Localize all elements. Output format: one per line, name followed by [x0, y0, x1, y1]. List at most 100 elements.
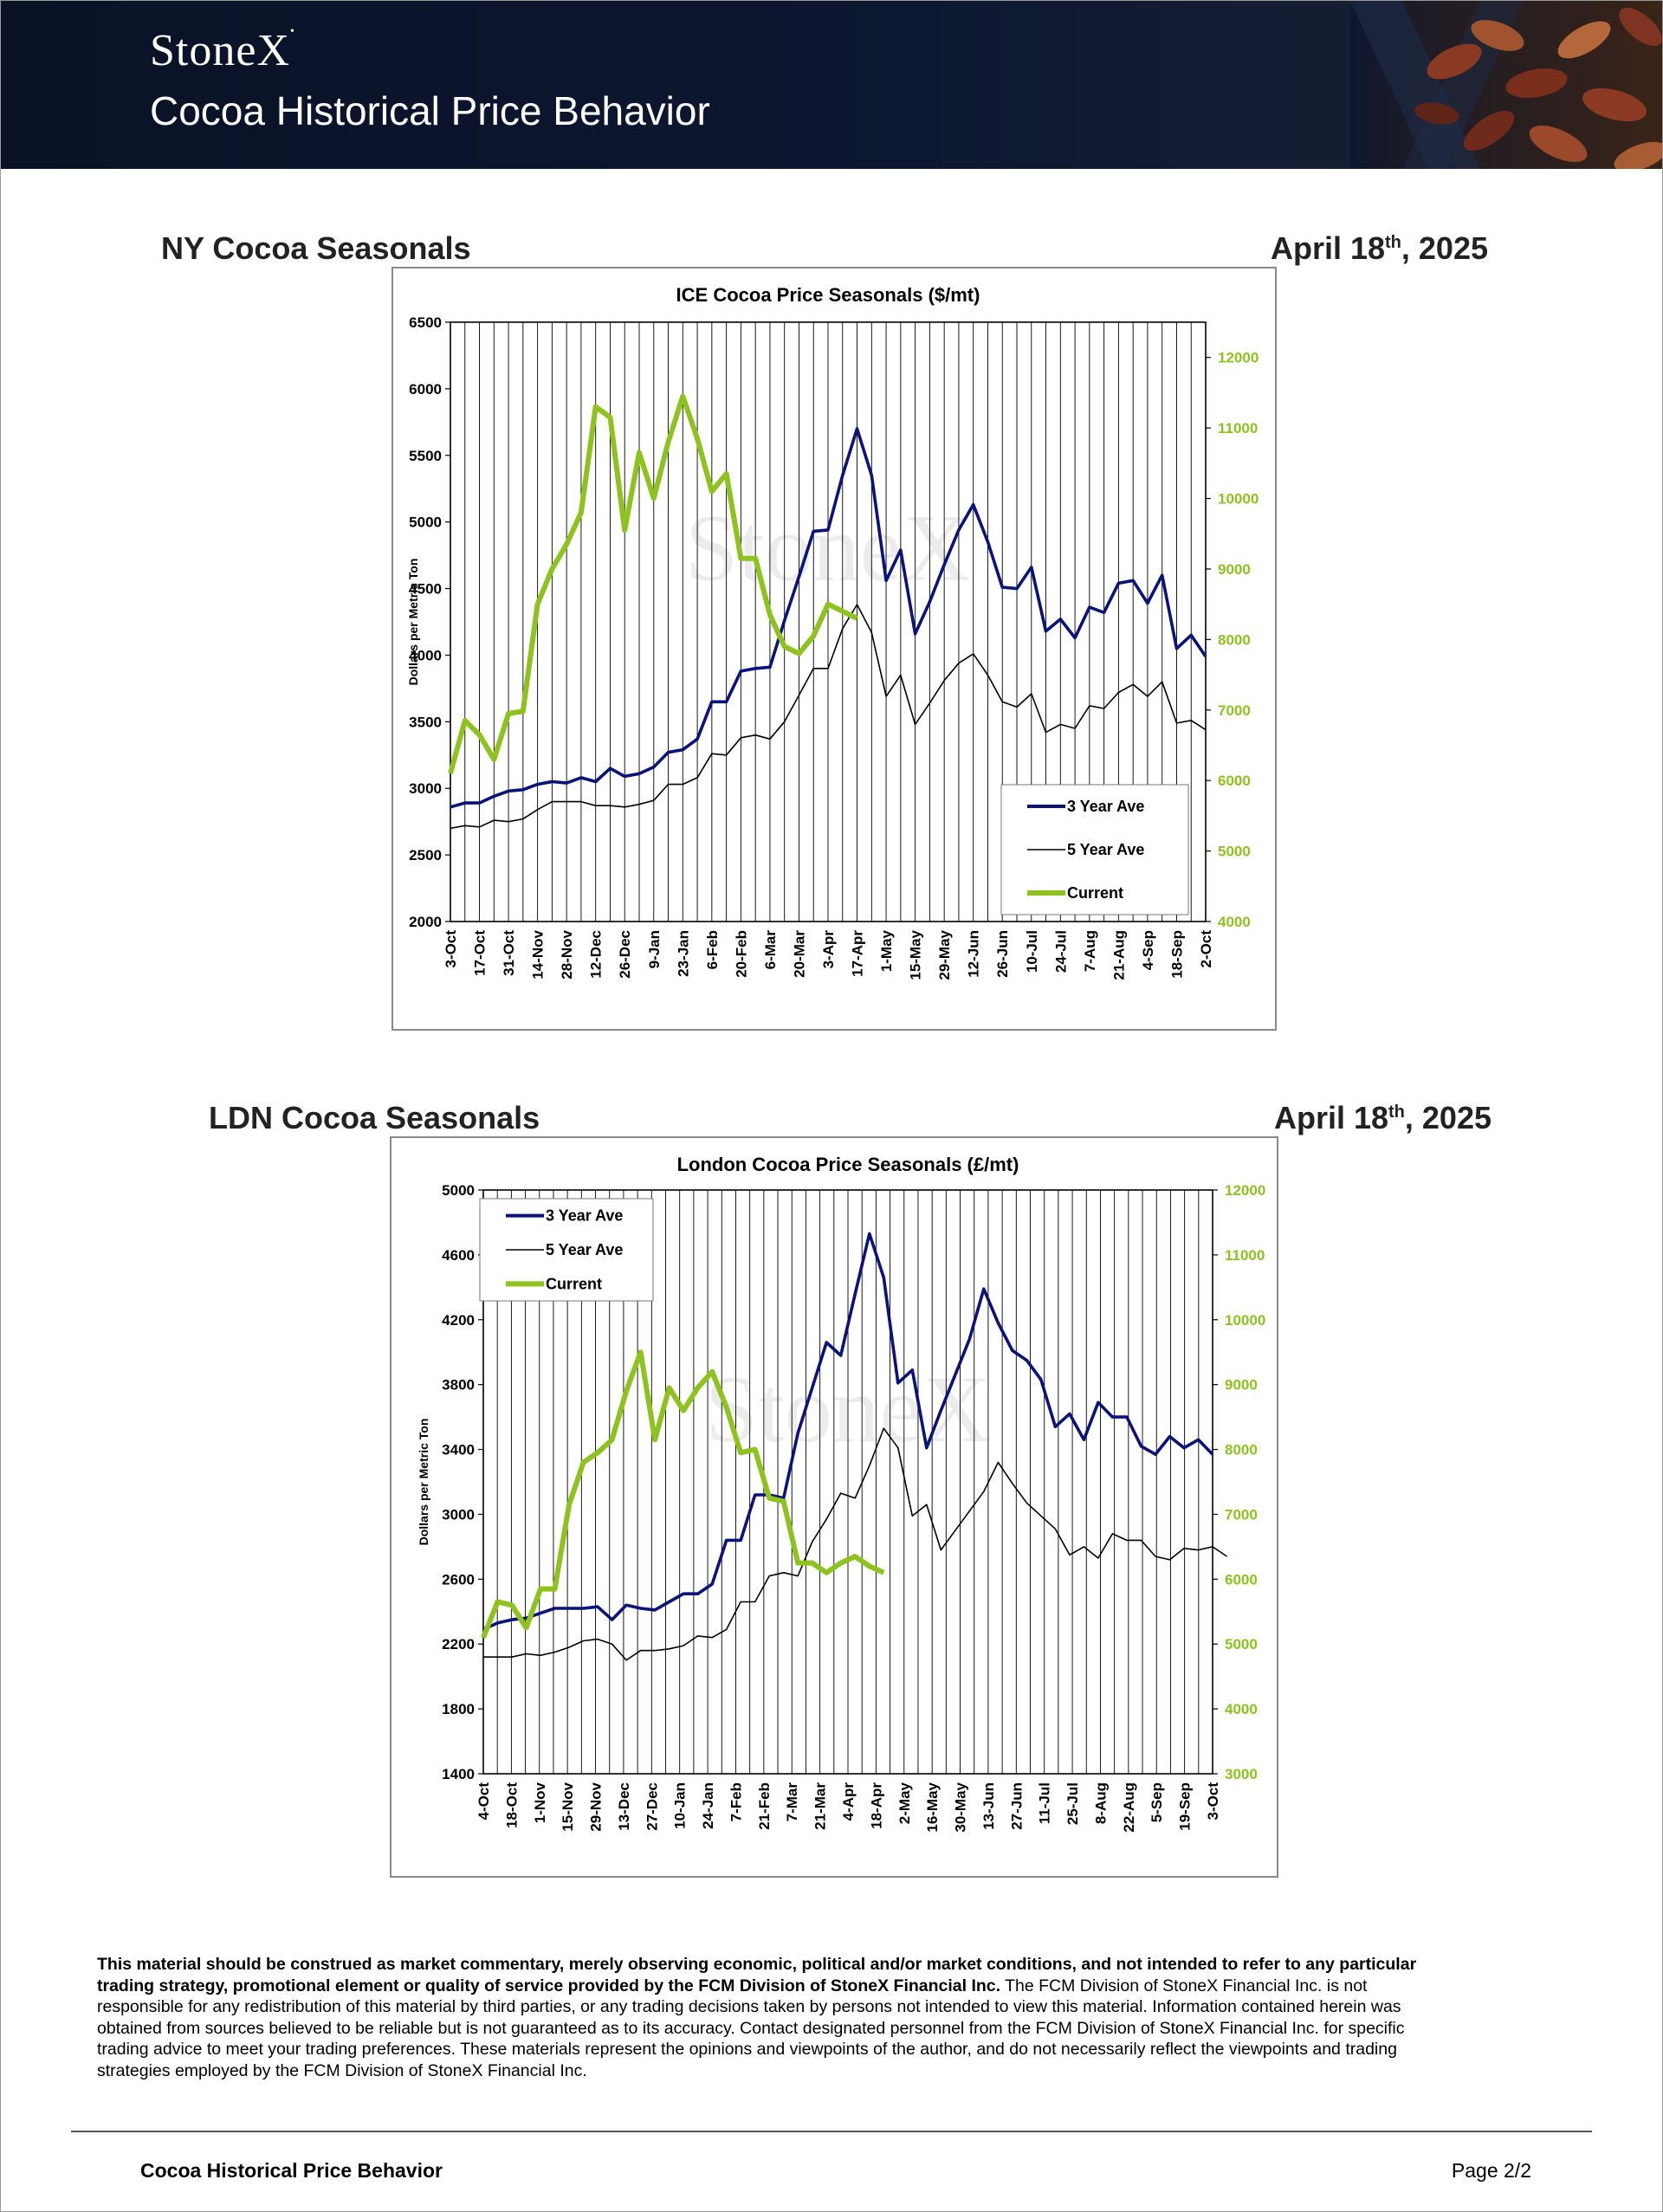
- y-tick-label: 3500: [409, 714, 442, 730]
- y-axis-label: Dollars per Metric Ton: [417, 1419, 430, 1546]
- ldn-date-sup: th: [1388, 1103, 1405, 1122]
- y-tick-label: 4500: [409, 581, 442, 598]
- y2-tick-label: 10000: [1218, 491, 1259, 508]
- document-title: Cocoa Historical Price Behavior: [150, 88, 710, 133]
- y-tick-label: 2000: [409, 914, 442, 930]
- x-tick-label: 3-Apr: [820, 930, 837, 969]
- x-tick-label: 29-Nov: [588, 1782, 605, 1831]
- x-tick-label: 7-Feb: [728, 1782, 744, 1821]
- x-tick-label: 12-Dec: [588, 930, 605, 979]
- y-tick-label: 4000: [409, 647, 442, 663]
- x-tick-label: 18-Apr: [868, 1782, 884, 1829]
- x-tick-label: 25-Jul: [1064, 1782, 1081, 1825]
- brand-logo: StoneX•: [150, 25, 295, 76]
- x-tick-label: 26-Jun: [994, 930, 1011, 978]
- plot-area: [482, 1189, 1213, 1775]
- x-tick-label: 4-Oct: [476, 1782, 492, 1821]
- x-tick-label: 3-Oct: [443, 930, 459, 968]
- disclaimer-text: This material should be construed as mar…: [97, 1954, 1431, 2081]
- legend-label: 3 Year Ave: [1067, 798, 1144, 815]
- x-tick-label: 13-Jun: [980, 1782, 997, 1830]
- y2-tick-label: 10000: [1225, 1312, 1265, 1329]
- x-tick-label: 16-May: [924, 1782, 941, 1832]
- legend-label: 5 Year Ave: [1067, 841, 1144, 858]
- x-tick-label: 19-Sep: [1177, 1782, 1194, 1831]
- plot-area: [450, 321, 1207, 922]
- x-tick-label: 12-Jun: [966, 930, 982, 978]
- y-tick-label: 6500: [409, 314, 442, 331]
- x-tick-label: 27-Jun: [1008, 1782, 1025, 1830]
- x-tick-label: 31-Oct: [501, 930, 517, 976]
- y-tick-label: 3800: [442, 1377, 475, 1394]
- ny-section-date: April 18th, 2025: [1271, 230, 1488, 267]
- ny-date-tail: , 2025: [1401, 230, 1488, 266]
- y-tick-label: 2500: [409, 847, 442, 863]
- y-tick-label: 5000: [442, 1182, 475, 1199]
- y-tick-label: 1400: [442, 1766, 475, 1782]
- y-tick-label: 3000: [442, 1506, 475, 1523]
- series-3yr-line: [482, 1232, 1214, 1632]
- legend-label: Current: [546, 1275, 602, 1292]
- brand-mark-icon: •: [290, 25, 295, 38]
- y2-tick-label: 4000: [1225, 1701, 1258, 1717]
- y2-tick-label: 8000: [1218, 631, 1251, 648]
- cocoa-beans-image: [1350, 1, 1662, 169]
- y2-tick-label: 4000: [1218, 914, 1251, 930]
- y2-tick-label: 5000: [1225, 1636, 1258, 1653]
- disclaimer-body: The FCM Division of StoneX Financial Inc…: [97, 1976, 1405, 2080]
- y-tick-label: 3400: [442, 1442, 475, 1458]
- y2-tick-label: 11000: [1225, 1247, 1265, 1264]
- y-tick-label: 6000: [409, 381, 442, 398]
- x-tick-label: 18-Sep: [1168, 930, 1185, 979]
- x-tick-label: 20-Mar: [791, 930, 807, 978]
- x-tick-label: 23-Jan: [675, 930, 691, 977]
- x-tick-label: 26-Dec: [617, 930, 633, 979]
- page-header: StoneX• Cocoa Historical Price Behavior: [1, 1, 1662, 169]
- x-tick-label: 29-May: [936, 929, 953, 980]
- ny-date-main: April 18: [1270, 230, 1386, 266]
- legend-label: Current: [1067, 884, 1123, 902]
- series-current-line: [448, 393, 858, 774]
- x-tick-label: 14-Nov: [530, 929, 547, 979]
- x-tick-label: 15-Nov: [560, 1782, 576, 1831]
- x-tick-label: 27-Dec: [644, 1782, 660, 1831]
- y-tick-label: 5000: [409, 514, 442, 531]
- y2-tick-label: 9000: [1218, 561, 1251, 578]
- y-tick-label: 4600: [442, 1247, 475, 1264]
- x-tick-label: 22-Aug: [1121, 1782, 1137, 1833]
- x-tick-label: 3-Oct: [1205, 1782, 1221, 1821]
- x-tick-label: 6-Mar: [762, 930, 779, 970]
- ldn-section-title: LDN Cocoa Seasonals: [209, 1100, 540, 1135]
- y2-tick-label: 7000: [1225, 1506, 1258, 1523]
- y2-tick-label: 5000: [1218, 844, 1251, 860]
- x-tick-label: 17-Oct: [472, 930, 489, 976]
- x-tick-label: 10-Jul: [1024, 930, 1040, 973]
- y-tick-label: 2600: [442, 1571, 475, 1588]
- x-tick-label: 8-Aug: [1092, 1782, 1109, 1824]
- series-current-line: [481, 1349, 885, 1639]
- ny-date-sup: th: [1385, 233, 1401, 252]
- y-tick-label: 5500: [409, 448, 442, 464]
- y-tick-label: 3000: [409, 780, 442, 797]
- x-tick-label: 1-Nov: [532, 1782, 548, 1823]
- y2-tick-label: 8000: [1225, 1442, 1258, 1458]
- x-tick-label: 7-Aug: [1082, 930, 1098, 972]
- x-tick-label: 21-Aug: [1110, 930, 1127, 980]
- x-tick-label: 6-Feb: [704, 930, 721, 969]
- footer-divider: [71, 2131, 1592, 2132]
- y2-tick-label: 6000: [1225, 1571, 1258, 1588]
- x-tick-label: 13-Dec: [616, 1782, 632, 1831]
- y-tick-label: 4200: [442, 1312, 475, 1329]
- y2-tick-label: 9000: [1225, 1377, 1258, 1394]
- x-tick-label: 30-May: [953, 1782, 969, 1832]
- x-tick-label: 24-Jul: [1052, 930, 1069, 973]
- x-tick-label: 20-Feb: [733, 930, 749, 978]
- legend-label: 5 Year Ave: [546, 1241, 623, 1258]
- london-cocoa-chart: London Cocoa Price Seasonals (£/mt)Stone…: [390, 1136, 1278, 1878]
- x-tick-label: 9-Jan: [646, 930, 663, 968]
- chart-title: ICE Cocoa Price Seasonals ($/mt): [676, 284, 980, 306]
- ldn-date-main: April 18: [1273, 1100, 1389, 1135]
- y2-tick-label: 12000: [1218, 350, 1259, 366]
- y2-tick-label: 6000: [1218, 773, 1251, 789]
- ice-cocoa-chart: ICE Cocoa Price Seasonals ($/mt)StoneX65…: [391, 267, 1277, 1031]
